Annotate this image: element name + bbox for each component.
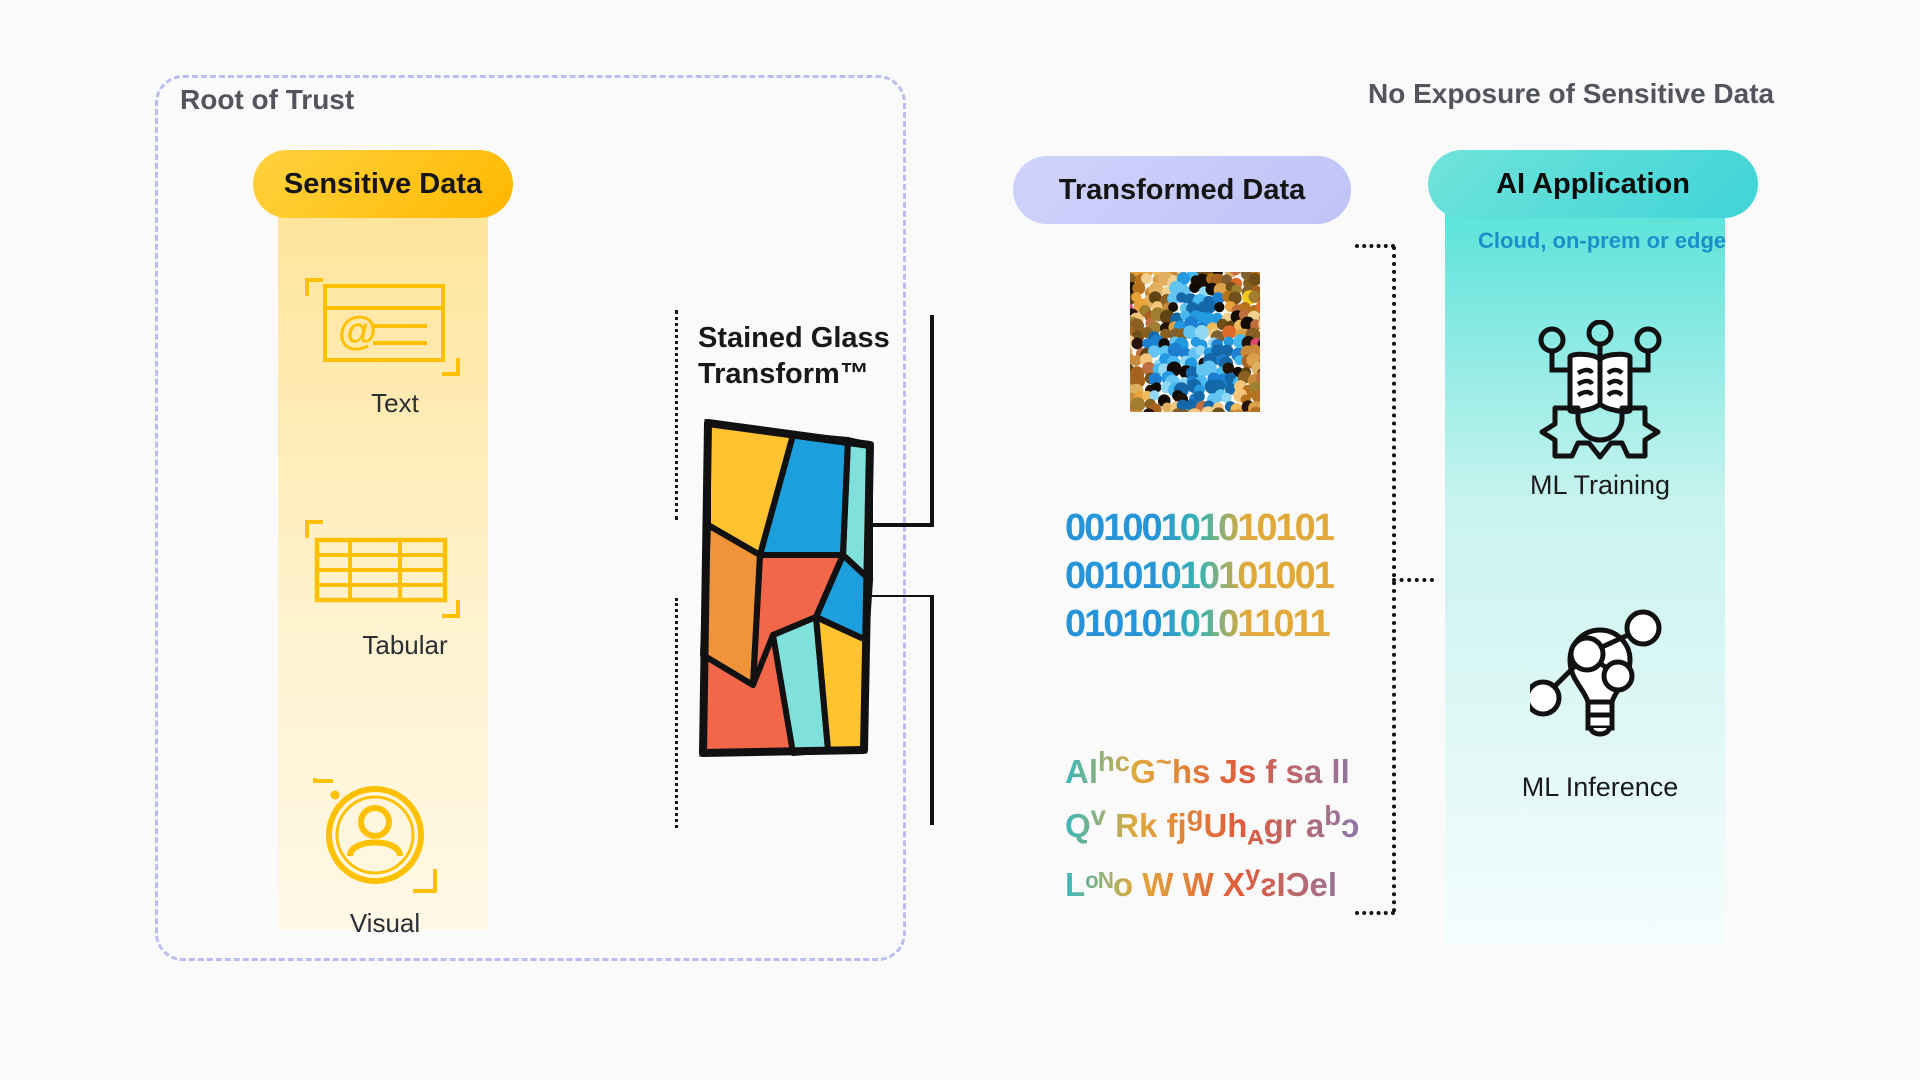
svg-text:@: @ — [338, 309, 377, 353]
